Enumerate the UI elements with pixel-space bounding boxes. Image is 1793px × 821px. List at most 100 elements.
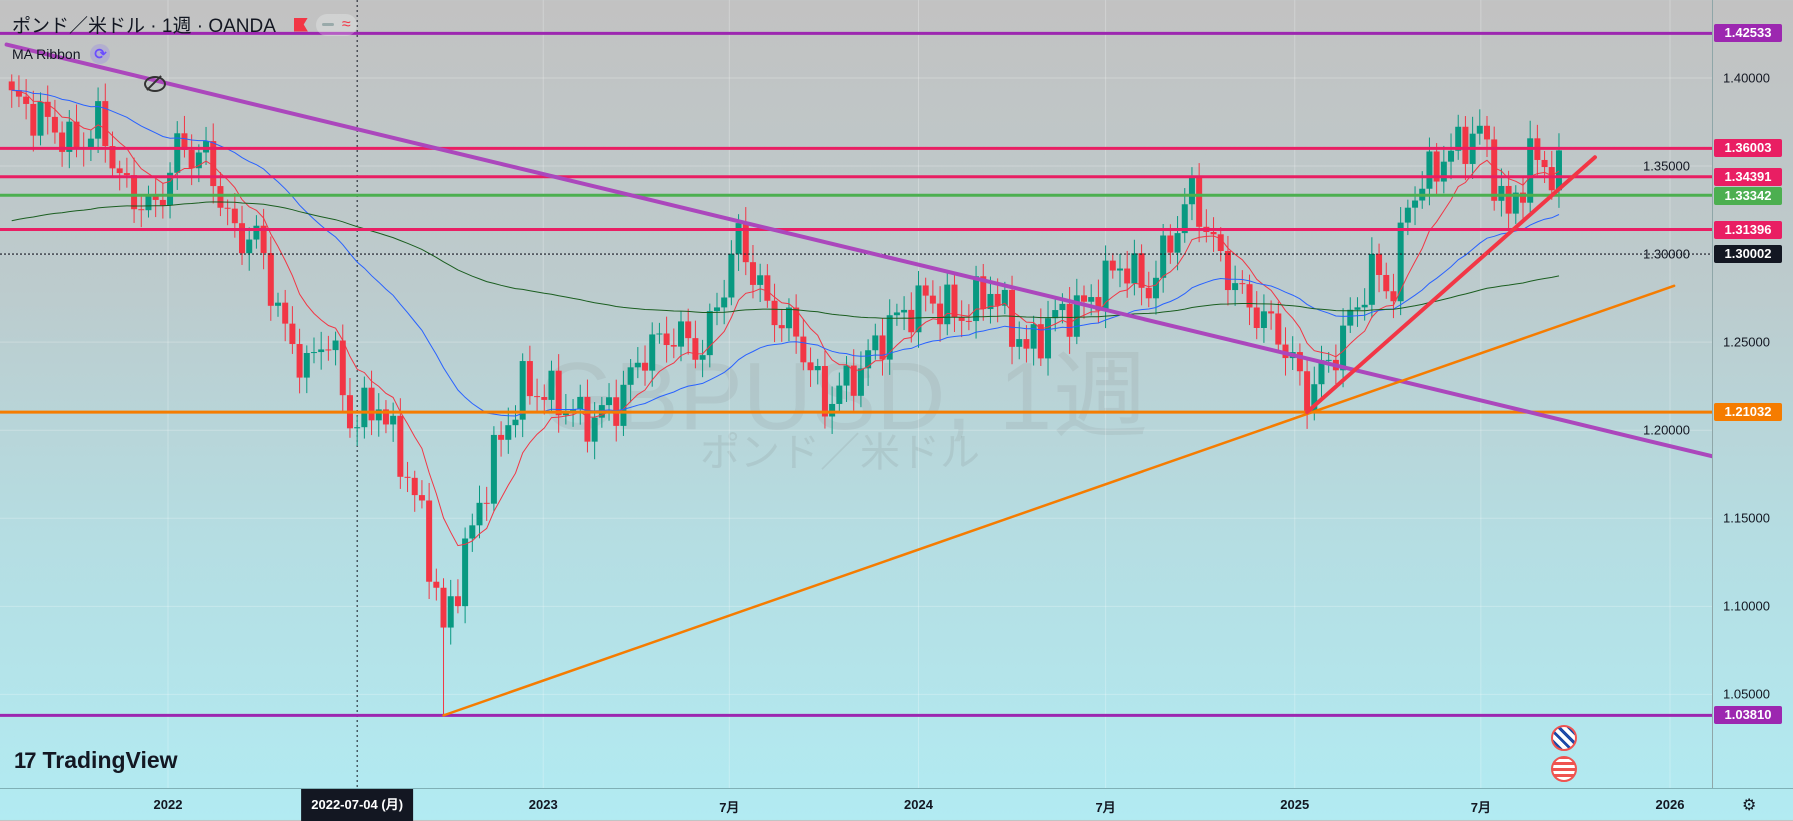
price-level-label[interactable]: 1.34391 (1714, 167, 1782, 186)
candle (440, 578, 447, 716)
candle-body (138, 209, 145, 211)
candle-body (706, 311, 713, 356)
price-level-label[interactable]: 1.33342 (1714, 186, 1782, 205)
candle-body (1376, 253, 1383, 275)
candle-body (1181, 204, 1188, 234)
candle-body (375, 409, 382, 421)
price-axis[interactable]: 1.42533 1.36003 1.34391 1.33342 1.31396 1.300… (1643, 0, 1793, 788)
time-tick-label: 2024 (904, 797, 933, 812)
candle-body (670, 345, 677, 347)
candle (332, 331, 339, 366)
candle (1088, 284, 1095, 316)
price-chart[interactable] (0, 0, 1712, 788)
candle (203, 126, 210, 165)
candle-body (1340, 325, 1347, 371)
flag-icon[interactable] (293, 17, 308, 32)
candle-body (382, 409, 389, 425)
candle (1433, 143, 1440, 197)
price-level-label[interactable]: 1.31396 (1714, 220, 1782, 239)
candle-body (426, 500, 433, 582)
candle-body (1001, 289, 1008, 306)
candle-body (1052, 310, 1059, 319)
wave-icon[interactable]: ≈ (341, 15, 351, 33)
minus-icon[interactable] (321, 23, 334, 26)
candle (339, 324, 346, 412)
candle-body (1555, 150, 1562, 191)
candle-body (620, 384, 627, 426)
candle (1268, 300, 1275, 330)
candle-body (289, 323, 296, 345)
candle (893, 303, 900, 326)
candle-body (1448, 150, 1455, 162)
candle (1512, 185, 1519, 224)
usd-flag-icon[interactable] (1551, 756, 1577, 782)
candle-body (1433, 151, 1440, 182)
candle (51, 99, 58, 144)
candle-body (1196, 176, 1203, 227)
time-axis[interactable]: ⚙ 2022 2023 7月 2024 7月 2025 7月 2026 2022-07-04 (… (0, 788, 1793, 821)
candle (418, 480, 425, 509)
candle-body (994, 293, 1001, 306)
price-level-label[interactable]: 1.21032 (1714, 403, 1782, 422)
candle (886, 299, 893, 375)
price-tick-label: 1.25000 (1723, 334, 1770, 350)
candle (606, 383, 613, 421)
candle-body (483, 502, 490, 504)
candle-body (634, 362, 641, 368)
candle (159, 183, 166, 219)
gbp-flag-icon[interactable] (1551, 725, 1577, 751)
candle-body (1318, 360, 1325, 385)
candle (368, 370, 375, 436)
tradingview-logo[interactable]: 17 TradingView (14, 747, 178, 774)
candle-body (498, 434, 505, 440)
candle-body (87, 138, 94, 150)
candle-body (922, 285, 929, 296)
candle (512, 405, 519, 438)
candle (620, 370, 627, 436)
candle (469, 513, 476, 552)
candle (771, 283, 778, 343)
indicator-name[interactable]: MA Ribbon (12, 46, 81, 62)
candle (1095, 279, 1102, 324)
candle (253, 215, 260, 249)
logo-text: TradingView (42, 747, 178, 773)
candle-body (1081, 295, 1088, 302)
candle-body (167, 172, 174, 206)
hidden-eye-icon[interactable] (144, 76, 166, 92)
candle-body (1505, 185, 1512, 214)
candle-body (253, 225, 260, 240)
candle-body (1124, 268, 1131, 284)
settings-icon[interactable]: ⚙ (1742, 797, 1757, 814)
candle-body (807, 362, 814, 371)
time-tick-label: 2023 (528, 797, 558, 812)
candle-body (30, 103, 37, 136)
candle (310, 337, 317, 364)
candle-body (973, 276, 980, 322)
candle-body (260, 225, 267, 254)
time-tick-label: 2026 (1655, 797, 1685, 812)
crosshair-date-label: 2022-07-04 (月) (301, 789, 414, 821)
candle (937, 286, 944, 342)
symbol-title[interactable]: ポンド／米ドル · 1週 · OANDA (12, 16, 276, 37)
candle-body (318, 349, 325, 353)
candle-body (411, 477, 418, 496)
refresh-icon[interactable]: ⟳ (90, 44, 111, 64)
candle (1052, 298, 1059, 332)
candle-body (195, 152, 202, 169)
order-panel[interactable]: ≈ (315, 13, 357, 36)
candle-body (678, 321, 685, 347)
candle-body (66, 121, 73, 152)
price-level-label[interactable]: 1.03810 (1714, 706, 1782, 725)
candle (375, 393, 382, 437)
candle-body (1404, 207, 1411, 223)
price-level-label[interactable]: 1.42533 (1714, 24, 1782, 43)
candle-body (570, 409, 577, 411)
price-level-label[interactable]: 1.30002 (1714, 245, 1782, 264)
candle-body (1476, 125, 1483, 134)
candle (1138, 244, 1145, 306)
candle-body (282, 302, 289, 324)
candle (1484, 116, 1491, 158)
candle-body (1304, 371, 1311, 413)
price-level-label[interactable]: 1.36003 (1714, 139, 1782, 158)
candle (275, 292, 282, 317)
